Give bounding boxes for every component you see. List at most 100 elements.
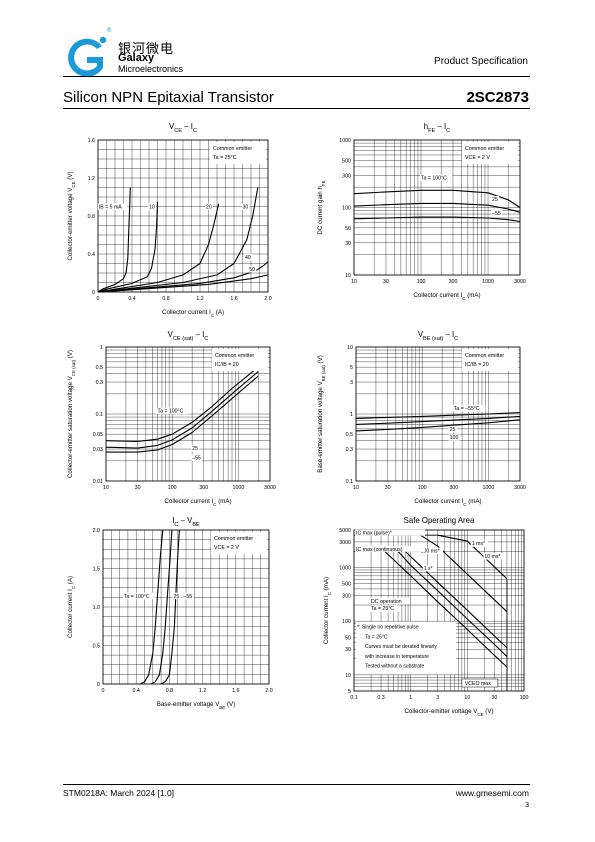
document-id: STM0218A: March 2024 [1.0] bbox=[63, 788, 175, 798]
series-line bbox=[437, 534, 508, 580]
series-line bbox=[404, 551, 508, 649]
y-axis-label: DC current gain hFE bbox=[317, 180, 326, 234]
condition-box bbox=[212, 349, 268, 371]
footnote-box bbox=[356, 621, 456, 675]
y-tick-label: 0.1 bbox=[96, 412, 103, 418]
label-background bbox=[204, 203, 214, 210]
y-tick-label: 10 bbox=[345, 673, 351, 679]
chart-title: Safe Operating Area bbox=[404, 516, 475, 525]
y-tick-label: 1.6 bbox=[88, 138, 95, 144]
x-tick-label: 1000 bbox=[233, 485, 245, 491]
x-axis-label: Collector-emitter voltage VCE (V) bbox=[404, 708, 493, 717]
galaxy-logo bbox=[62, 34, 114, 85]
x-tick-label: 10 bbox=[353, 485, 359, 491]
x-tick-label: 0.3 bbox=[377, 695, 384, 701]
chart-title: hFE – IC bbox=[424, 122, 450, 134]
series-line bbox=[355, 415, 521, 425]
label-background bbox=[182, 592, 194, 600]
label-background bbox=[370, 605, 400, 612]
series-line bbox=[150, 529, 173, 685]
label-background bbox=[122, 592, 156, 600]
series-label: Ta = 100°C bbox=[158, 409, 184, 415]
y-tick-label: 0.5 bbox=[346, 432, 353, 438]
series-line bbox=[140, 529, 164, 685]
y-tick-label: 10 bbox=[345, 273, 351, 279]
footnote-line: Ta = 25°C bbox=[365, 634, 388, 640]
series-line bbox=[384, 550, 508, 668]
footnote-line: *: Single no repetitive pulse bbox=[357, 624, 419, 630]
company-name-cn: 银河微电 bbox=[118, 41, 175, 56]
x-tick-label: 30 bbox=[135, 485, 141, 491]
footnote-line: with increase in temperature bbox=[365, 654, 429, 660]
y-tick-label: 0 bbox=[92, 290, 95, 296]
series-line bbox=[397, 551, 508, 657]
x-tick-label: 0.8 bbox=[162, 296, 169, 302]
x-tick-label: 0.8 bbox=[166, 688, 173, 694]
y-tick-label: 0.01 bbox=[93, 479, 103, 485]
y-tick-label: 0.5 bbox=[93, 644, 100, 650]
x-tick-label: 1000 bbox=[482, 279, 494, 285]
x-tick-label: 3000 bbox=[514, 279, 526, 285]
plot-frame bbox=[105, 346, 271, 482]
condition-text: Common emitter bbox=[213, 146, 252, 152]
chart-hfe-ic: 10 30 100 300 1000 3000 10 30 50 100 300 500 1000 hFE… bbox=[317, 122, 526, 301]
y-tick-label: 0.1 bbox=[346, 479, 353, 485]
series-label: 30 bbox=[243, 204, 249, 210]
plot-frame bbox=[102, 529, 270, 685]
y-tick-label: 1 bbox=[100, 345, 103, 351]
series-line bbox=[97, 203, 220, 293]
y-tick-label: 0.3 bbox=[96, 380, 103, 386]
page-title: Silicon NPN Epitaxial Transistor bbox=[63, 89, 274, 106]
y-tick-label: 100 bbox=[342, 619, 351, 625]
y-tick-label: 5000 bbox=[339, 528, 351, 534]
series-label: –55 bbox=[492, 211, 501, 217]
x-tick-label: 2.0 bbox=[264, 296, 271, 302]
series-line bbox=[105, 371, 259, 449]
series-label: 10 ms* bbox=[484, 554, 500, 560]
plot-frame bbox=[355, 346, 521, 482]
x-tick-label: 10 bbox=[351, 279, 357, 285]
label-background bbox=[422, 564, 437, 572]
condition-text: IC/IB = 20 bbox=[215, 362, 239, 368]
y-tick-label: 1.2 bbox=[88, 176, 95, 182]
x-tick-label: 3 bbox=[436, 695, 439, 701]
x-tick-label: 1.6 bbox=[232, 688, 239, 694]
label-background bbox=[355, 545, 425, 552]
series-label: –55 bbox=[184, 594, 193, 600]
label-background bbox=[156, 407, 190, 415]
condition-box bbox=[211, 532, 267, 554]
x-axis-label: Collector current IC (A) bbox=[162, 309, 224, 318]
y-tick-label: 50 bbox=[345, 635, 351, 641]
x-tick-label: 3000 bbox=[264, 485, 276, 491]
chart-title: IC – VBE bbox=[172, 516, 200, 528]
x-tick-label: 100 bbox=[417, 279, 426, 285]
series-line bbox=[97, 187, 131, 293]
website-link[interactable]: www.gmesemi.com bbox=[455, 788, 529, 798]
label-background bbox=[419, 547, 443, 555]
condition-text: Common emitter bbox=[465, 146, 504, 152]
condition-text: IC/IB = 20 bbox=[465, 362, 489, 368]
ic-max-continuous-label: IC max (continuous) bbox=[356, 547, 403, 553]
label-background bbox=[448, 434, 460, 441]
y-tick-label: 0.5 bbox=[96, 365, 103, 371]
page-number: 3 bbox=[525, 802, 529, 809]
series-line bbox=[160, 529, 180, 685]
x-axis-label: Collector current IC (mA) bbox=[413, 292, 480, 301]
series-line bbox=[97, 201, 159, 293]
label-background bbox=[244, 253, 253, 261]
series-line bbox=[97, 187, 259, 293]
chart-ic-vbe: 0 0.4 0.8 1.2 1.6 2.0 0 0.5 1.0 1.5 2.0 IC – VBE Bas… bbox=[67, 516, 273, 710]
x-tick-label: 100 bbox=[520, 695, 529, 701]
y-tick-label: 0.3 bbox=[346, 447, 353, 453]
chart-title: VCE – IC bbox=[169, 122, 197, 134]
label-background bbox=[491, 209, 503, 217]
y-tick-label: 300 bbox=[342, 594, 351, 600]
series-label: Ta = –55°C bbox=[454, 406, 480, 412]
series-label: Ta = 100°C bbox=[124, 594, 150, 600]
footnote-line: Tested without a substrate bbox=[365, 664, 424, 670]
chart-safe-operating-area: 0.1 0.3 1 3 10 30 100 5 10 30 50 100 300 500 1000 3000 5… bbox=[323, 516, 529, 717]
chart-title: VBE (sat) – IC bbox=[418, 330, 458, 342]
plot-frame bbox=[353, 529, 525, 692]
x-tick-label: 100 bbox=[418, 485, 427, 491]
series-line bbox=[355, 412, 521, 419]
